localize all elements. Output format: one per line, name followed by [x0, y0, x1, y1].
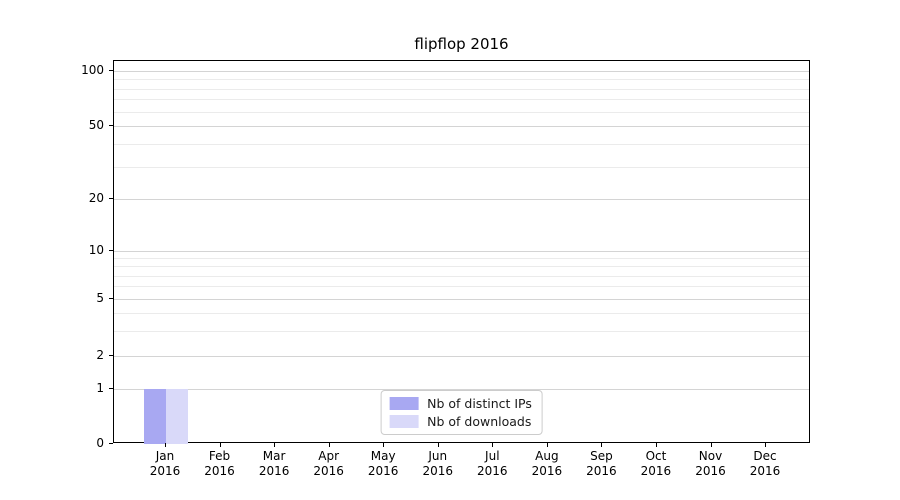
x-tick-label: Jan 2016: [135, 449, 195, 479]
y-tick-label: 20: [88, 191, 104, 205]
gridline-major: [114, 356, 809, 357]
x-tick: [383, 443, 385, 447]
x-tick-label-year: 2016: [695, 464, 726, 478]
x-tick-label: Jun 2016: [408, 449, 468, 479]
gridline-minor: [114, 79, 809, 81]
x-tick-label: Dec 2016: [735, 449, 795, 479]
y-tick: [109, 70, 113, 71]
y-tick-label: 0: [96, 436, 104, 450]
legend-label-distinct-ips: Nb of distinct IPs: [427, 396, 532, 411]
legend-entry-distinct-ips: Nb of distinct IPs: [389, 396, 532, 411]
y-tick: [109, 198, 113, 199]
legend: Nb of distinct IPs Nb of downloads: [380, 390, 543, 435]
y-tick: [109, 298, 113, 299]
gridline-minor: [114, 286, 809, 288]
gridline-minor: [114, 143, 809, 145]
x-tick: [437, 443, 439, 447]
gridline-major: [114, 389, 809, 390]
legend-swatch-distinct-ips: [389, 397, 419, 410]
gridline-minor: [114, 330, 809, 332]
x-tick-label: Feb 2016: [190, 449, 250, 479]
x-tick: [710, 443, 712, 447]
gridline-minor: [114, 111, 809, 113]
gridline-major: [114, 126, 809, 127]
gridline-minor: [114, 258, 809, 260]
gridline-major: [114, 299, 809, 300]
gridline-minor: [114, 166, 809, 168]
y-tick: [109, 125, 113, 126]
x-tick-label-year: 2016: [313, 464, 344, 478]
legend-entry-downloads: Nb of downloads: [389, 414, 532, 429]
x-tick: [219, 443, 221, 447]
x-tick: [546, 443, 548, 447]
gridline-major: [114, 71, 809, 72]
gridline-minor: [114, 275, 809, 277]
x-tick-label-year: 2016: [149, 464, 181, 478]
x-tick-label-year: 2016: [586, 464, 617, 478]
gridline-minor: [114, 266, 809, 268]
x-tick-label: Mar 2016: [244, 449, 304, 479]
x-tick-label: Nov 2016: [681, 449, 741, 479]
x-tick-label-year: 2016: [749, 464, 781, 478]
bar-nb-of-downloads-jan: [166, 389, 188, 444]
y-tick-label: 50: [88, 118, 104, 132]
y-tick: [109, 355, 113, 356]
x-tick-label-year: 2016: [258, 464, 290, 478]
chart-title: flipflop 2016: [414, 35, 509, 53]
y-tick-label: 10: [88, 243, 104, 257]
y-tick-label: 100: [81, 63, 104, 77]
x-tick: [274, 443, 276, 447]
x-tick-label-year: 2016: [531, 464, 563, 478]
x-tick: [328, 443, 330, 447]
legend-swatch-downloads: [389, 415, 419, 428]
x-tick-label: Aug 2016: [517, 449, 577, 479]
y-tick: [109, 388, 113, 389]
x-tick-label: Apr 2016: [299, 449, 359, 479]
legend-label-downloads: Nb of downloads: [427, 414, 532, 429]
x-tick-label: Oct 2016: [626, 449, 686, 479]
gridline-minor: [114, 88, 809, 90]
y-tick-label: 2: [96, 348, 104, 362]
x-tick-label-year: 2016: [422, 464, 454, 478]
x-tick: [601, 443, 603, 447]
gridline-major: [114, 199, 809, 200]
y-tick: [109, 443, 113, 444]
x-tick-label-year: 2016: [204, 464, 235, 478]
x-tick: [492, 443, 494, 447]
x-tick-label: Sep 2016: [571, 449, 631, 479]
x-tick-label-year: 2016: [367, 464, 399, 478]
x-tick: [165, 443, 166, 447]
gridline-major: [114, 251, 809, 252]
x-tick-label-year: 2016: [477, 464, 508, 478]
gridline-minor: [114, 99, 809, 101]
x-tick-label: Jul 2016: [462, 449, 522, 479]
gridline-minor: [114, 312, 809, 314]
x-tick: [765, 443, 767, 447]
plot-area: Nb of distinct IPs Nb of downloads: [113, 60, 810, 444]
y-tick: [109, 250, 113, 251]
x-tick-label: May 2016: [353, 449, 413, 479]
x-tick-label-year: 2016: [640, 464, 672, 478]
y-tick-label: 5: [96, 291, 104, 305]
bar-nb-of-distinct-ips-jan: [144, 389, 166, 444]
y-tick-label: 1: [96, 381, 104, 395]
x-tick: [655, 443, 657, 447]
